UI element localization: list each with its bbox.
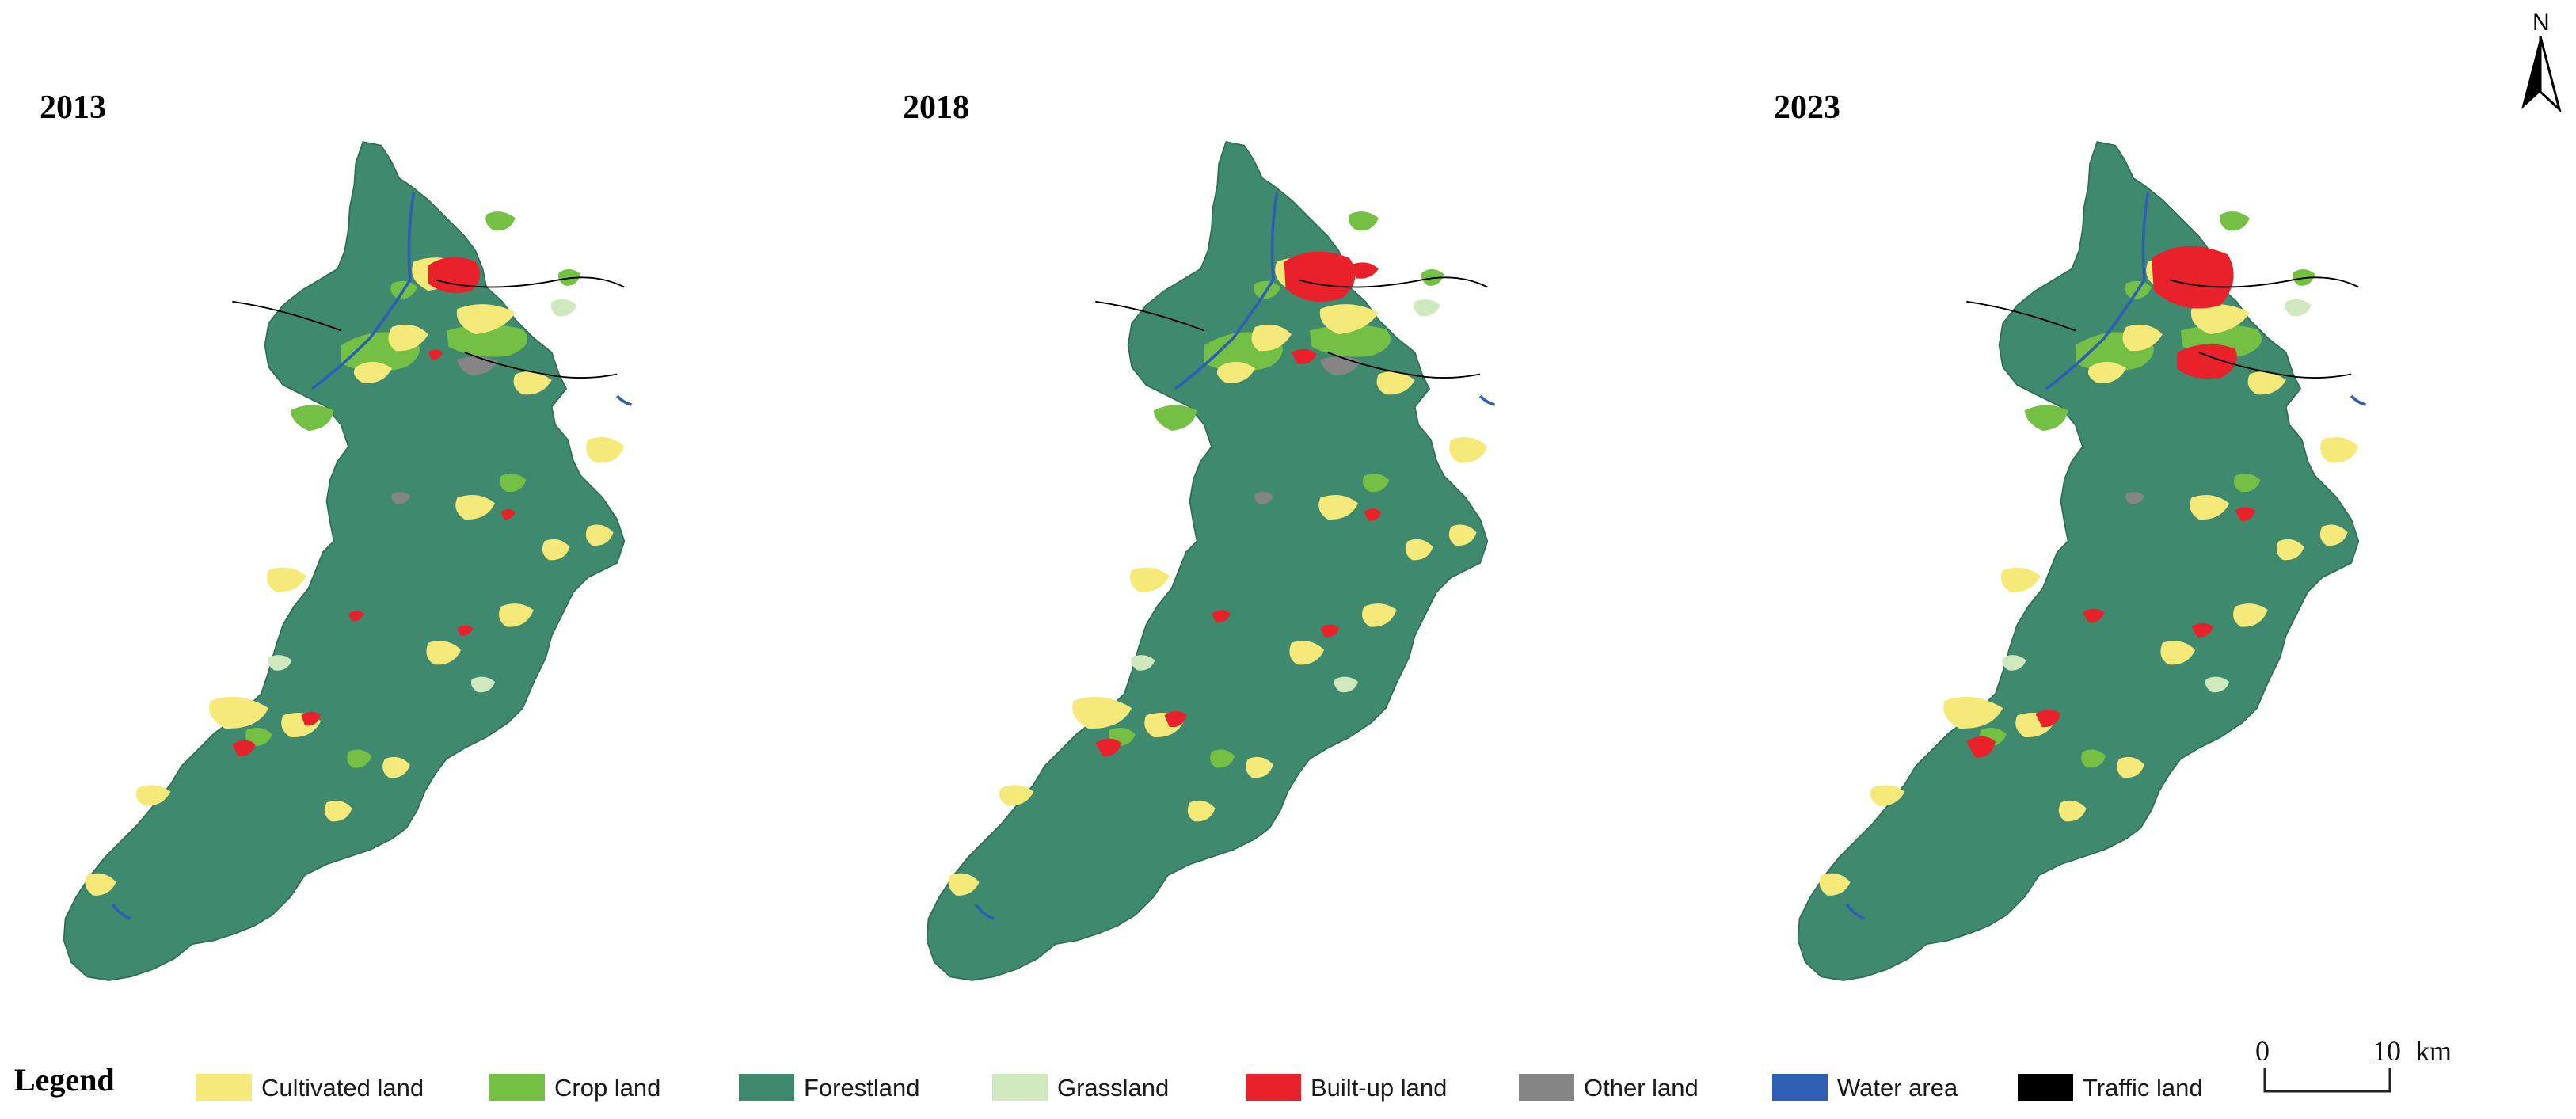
- legend-label: Other land: [1584, 1074, 1699, 1102]
- legend-label: Grassland: [1057, 1074, 1170, 1102]
- land-use-map: [926, 141, 1497, 981]
- legend-swatch: [489, 1074, 545, 1101]
- legend-label: Cultivated land: [261, 1074, 424, 1102]
- built-up-areas: [1966, 245, 2256, 758]
- year-label: 2013: [40, 89, 106, 126]
- north-arrow-icon: [2521, 36, 2562, 112]
- map-panel-2018: 2018: [879, 0, 1718, 1022]
- legend: Legend Cultivated land Crop land Forestl…: [14, 1053, 2564, 1117]
- legend-swatch: [739, 1074, 794, 1101]
- scale-unit-label: km: [2415, 1035, 2452, 1067]
- legend-title: Legend: [14, 1062, 115, 1098]
- map-panel-2013: 2013: [16, 0, 855, 1022]
- land-use-map: [63, 141, 634, 981]
- built-up-areas: [232, 257, 516, 756]
- scale-bar: 0 10 km: [2255, 1034, 2509, 1106]
- legend-swatch: [1772, 1074, 1828, 1101]
- north-label: N: [2532, 10, 2550, 36]
- map-panel-2023: 2023: [1750, 0, 2576, 1022]
- legend-label: Water area: [1837, 1074, 1958, 1102]
- scale-end-label: 10: [2372, 1035, 2401, 1067]
- legend-swatch: [992, 1074, 1048, 1101]
- scale-bar-line: [2263, 1068, 2391, 1093]
- year-label: 2018: [903, 89, 969, 126]
- year-label: 2023: [1774, 89, 1840, 126]
- legend-swatch: [196, 1074, 252, 1101]
- legend-swatch: [1519, 1074, 1574, 1101]
- legend-label: Built-up land: [1311, 1074, 1448, 1102]
- legend-label: Traffic land: [2083, 1074, 2203, 1102]
- scale-start-label: 0: [2255, 1035, 2270, 1067]
- legend-label: Crop land: [554, 1074, 661, 1102]
- legend-swatch: [1246, 1074, 1301, 1101]
- north-arrow: N: [2518, 10, 2566, 112]
- land-use-map: [1797, 141, 2368, 981]
- legend-swatch: [2018, 1074, 2073, 1101]
- built-up-areas: [1095, 251, 1382, 756]
- legend-label: Forestland: [804, 1074, 920, 1102]
